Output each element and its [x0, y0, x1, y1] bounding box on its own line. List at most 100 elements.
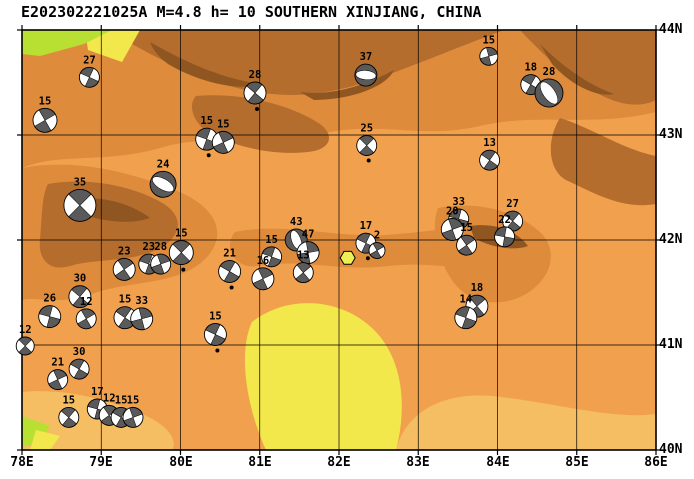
event-location-dot	[255, 107, 259, 111]
focal-mechanism: 15	[58, 394, 80, 428]
focal-mechanism: 2	[368, 230, 386, 259]
event-depth-label: 28	[543, 66, 556, 78]
x-tick-label: 79E	[89, 455, 113, 470]
event-depth-label: 15	[175, 228, 188, 240]
event-depth-label: 15	[460, 222, 473, 234]
focal-mechanism: 35	[63, 176, 97, 222]
event-depth-label: 24	[157, 158, 170, 170]
event-depth-label: 27	[506, 198, 519, 210]
focal-mechanism: 12	[75, 296, 97, 330]
x-tick-label: 83E	[406, 455, 430, 470]
focal-mechanism: 20	[440, 206, 464, 241]
terrain-mountain	[520, 30, 656, 105]
event-depth-label: 27	[83, 54, 96, 66]
focal-mechanism: 30	[68, 346, 90, 380]
x-tick-label: 81E	[248, 455, 272, 470]
y-tick-label: 43N	[659, 127, 683, 142]
focal-mechanism: 15	[122, 394, 144, 428]
focal-mechanism: 13	[479, 137, 501, 171]
y-tick-label: 40N	[659, 442, 683, 457]
terrain-lowland	[396, 395, 656, 450]
event-depth-label: 15	[217, 118, 230, 130]
focal-mechanism: 15	[168, 228, 194, 272]
terrain-green	[22, 30, 112, 56]
x-tick-label: 82E	[327, 455, 351, 470]
x-tick-label: 80E	[169, 455, 193, 470]
event-depth-label: 25	[360, 123, 373, 135]
map-title: E202302221025A M=4.8 h= 10 SOUTHERN XINJ…	[21, 3, 482, 21]
epicenter-hexagon	[339, 250, 356, 265]
focal-mechanism: 15	[261, 234, 283, 268]
x-tick-label: 78E	[10, 455, 34, 470]
event-depth-label: 21	[51, 357, 64, 369]
event-depth-label: 28	[249, 69, 262, 81]
event-depth-label: 23	[118, 245, 131, 257]
event-depth-label: 16	[257, 255, 270, 267]
event-depth-label: 15	[62, 394, 75, 406]
event-depth-label: 14	[459, 294, 472, 306]
event-depth-label: 43	[290, 216, 303, 228]
event-depth-label: 35	[74, 176, 87, 188]
event-depth-label: 15	[482, 34, 495, 46]
focal-mechanism: 15	[479, 34, 499, 66]
event-depth-label: 13	[483, 137, 496, 149]
event-depth-label: 28	[154, 241, 167, 253]
event-depth-label: 37	[360, 51, 373, 63]
event-depth-label: 2	[374, 230, 380, 242]
event-depth-label: 18	[524, 62, 537, 74]
event-depth-label: 15	[200, 115, 213, 127]
focal-mechanism: 30	[68, 273, 92, 309]
event-depth-label: 22	[498, 214, 511, 226]
event-depth-label: 17	[360, 220, 373, 232]
terrain-foothill	[434, 205, 551, 303]
event-depth-label: 15	[115, 394, 128, 406]
focal-mechanism: 28	[243, 69, 267, 111]
event-depth-label: 17	[91, 386, 104, 398]
focal-mechanism: 26	[38, 293, 62, 329]
terrain-lowland	[22, 391, 174, 450]
focal-mechanism: 22	[494, 214, 516, 248]
terrain-yellow	[244, 303, 402, 450]
focal-mechanism: 28	[534, 66, 564, 108]
event-depth-label: 15	[265, 234, 278, 246]
x-tick-label: 86E	[644, 455, 668, 470]
x-tick-label: 85E	[565, 455, 589, 470]
event-depth-label: 30	[73, 346, 86, 358]
event-depth-label: 13	[297, 250, 310, 262]
focal-mechanism: 15	[113, 294, 137, 330]
terrain-mountain	[550, 118, 656, 206]
event-depth-label: 21	[223, 248, 236, 260]
event-depth-label: 12	[103, 392, 116, 404]
event-location-dot	[206, 153, 211, 158]
focal-mechanism: 37	[354, 51, 378, 87]
event-depth-label: 33	[135, 295, 148, 307]
event-depth-label: 12	[19, 324, 32, 336]
event-depth-label: 30	[74, 273, 87, 285]
focal-mechanism: 13	[292, 250, 314, 284]
x-tick-label: 84E	[486, 455, 510, 470]
event-depth-label: 23	[142, 241, 155, 253]
event-depth-label: 15	[39, 95, 52, 107]
focal-mechanism: 24	[149, 158, 177, 198]
focal-mechanism: 33	[130, 295, 154, 331]
event-location-dot	[181, 267, 186, 272]
focal-mechanism: 15	[211, 118, 235, 154]
event-depth-label: 15	[127, 394, 140, 406]
event-depth-label: 20	[446, 206, 459, 218]
terrain-yellow	[30, 430, 60, 450]
event-depth-label: 33	[452, 196, 465, 208]
focal-mechanism: 21	[47, 357, 69, 391]
focal-mechanism: 23	[112, 245, 136, 281]
event-depth-label: 15	[119, 294, 132, 306]
y-tick-label: 44N	[659, 22, 683, 37]
event-depth-label: 15	[209, 311, 222, 323]
focal-mechanism: 12	[15, 324, 35, 356]
terrain-ridge	[300, 70, 394, 100]
event-depth-label: 26	[43, 293, 56, 305]
event-location-dot	[365, 256, 370, 261]
y-tick-label: 42N	[659, 232, 683, 247]
focal-mechanism: 14	[454, 294, 478, 330]
